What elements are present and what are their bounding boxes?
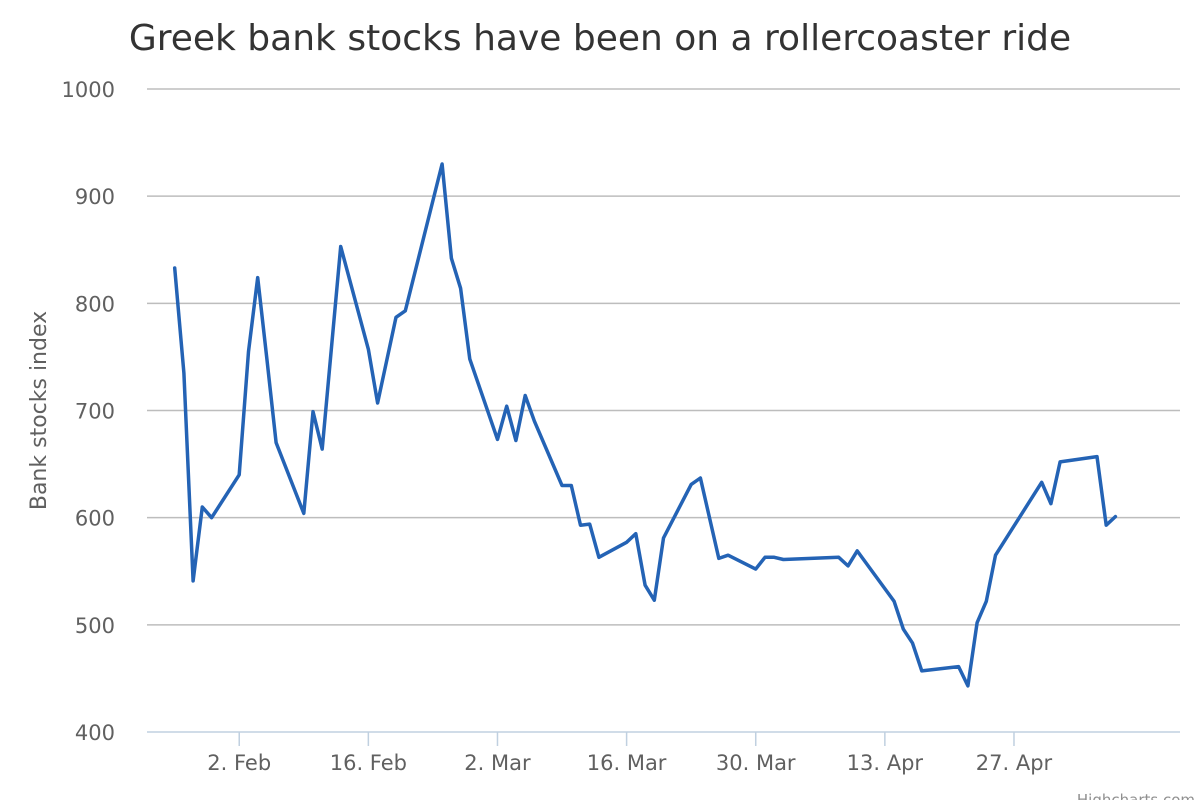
y-axis-label: Bank stocks index [27,311,52,510]
y-axis-ticks: 400 500 600 700 800 900 1000 [62,78,115,745]
y-tick-label: 1000 [62,78,115,102]
x-axis-ticks: 2. Feb 16. Feb 2. Mar 16. Mar 30. Mar 13. Apr… [207,732,1053,775]
chart-credit[interactable]: Highcharts.com [1077,791,1195,800]
series-layer [172,162,1118,688]
x-tick-label: 2. Mar [464,751,531,775]
series-line[interactable] [172,162,1118,688]
x-tick-label: 16. Mar [587,751,667,775]
chart-title: Greek bank stocks have been on a rollerc… [129,18,1071,59]
x-tick-label: 27. Apr [976,751,1053,775]
gridlines [147,88,1180,626]
y-tick-label: 400 [75,721,115,745]
x-tick-label: 2. Feb [207,751,271,775]
x-tick-label: 16. Feb [330,751,407,775]
y-tick-label: 900 [75,185,115,209]
y-tick-label: 500 [75,614,115,638]
y-tick-label: 800 [75,292,115,316]
y-tick-label: 700 [75,400,115,424]
y-tick-label: 600 [75,507,115,531]
x-tick-label: 13. Apr [847,751,924,775]
x-tick-label: 30. Mar [716,751,796,775]
